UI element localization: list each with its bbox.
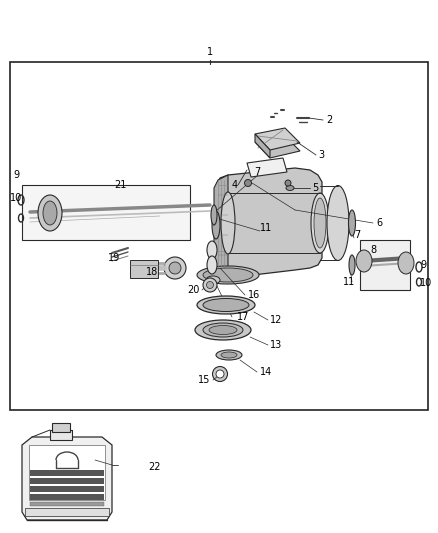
Text: 14: 14 bbox=[260, 367, 272, 377]
Ellipse shape bbox=[203, 298, 249, 311]
Ellipse shape bbox=[211, 205, 217, 225]
Ellipse shape bbox=[212, 211, 220, 239]
Polygon shape bbox=[214, 175, 228, 278]
Text: 2: 2 bbox=[326, 115, 332, 125]
Ellipse shape bbox=[197, 296, 255, 314]
Ellipse shape bbox=[207, 241, 217, 259]
Bar bbox=[360, 240, 410, 290]
Ellipse shape bbox=[314, 198, 326, 248]
Bar bbox=[30, 470, 104, 476]
Text: 6: 6 bbox=[376, 218, 382, 228]
Bar bbox=[29, 445, 105, 500]
Text: 10: 10 bbox=[10, 193, 22, 203]
Text: 9: 9 bbox=[420, 260, 426, 270]
Ellipse shape bbox=[221, 352, 237, 358]
Text: 3: 3 bbox=[318, 150, 324, 160]
Ellipse shape bbox=[216, 350, 242, 360]
Ellipse shape bbox=[286, 185, 294, 190]
Text: 22: 22 bbox=[148, 462, 160, 472]
Ellipse shape bbox=[356, 250, 372, 272]
Bar bbox=[30, 486, 104, 492]
Text: 16: 16 bbox=[248, 290, 260, 300]
Ellipse shape bbox=[398, 252, 414, 274]
Ellipse shape bbox=[349, 255, 355, 275]
Text: 10: 10 bbox=[420, 278, 432, 288]
Text: 4: 4 bbox=[232, 180, 238, 190]
Text: 11: 11 bbox=[343, 277, 355, 287]
Ellipse shape bbox=[311, 193, 329, 253]
Text: 7: 7 bbox=[354, 230, 360, 240]
Ellipse shape bbox=[197, 266, 259, 284]
Bar bbox=[10, 62, 428, 410]
Text: 12: 12 bbox=[270, 315, 283, 325]
Bar bbox=[52, 423, 70, 432]
Bar bbox=[50, 430, 72, 440]
Ellipse shape bbox=[43, 201, 57, 225]
Polygon shape bbox=[255, 134, 270, 158]
Ellipse shape bbox=[209, 326, 237, 335]
Ellipse shape bbox=[327, 185, 349, 261]
Ellipse shape bbox=[203, 278, 217, 292]
Bar bbox=[22, 185, 190, 240]
Ellipse shape bbox=[207, 256, 217, 274]
Bar bbox=[30, 502, 104, 506]
Bar bbox=[30, 494, 104, 500]
Text: 5: 5 bbox=[312, 183, 318, 193]
Bar bbox=[30, 478, 104, 484]
Text: 21: 21 bbox=[114, 180, 126, 190]
Text: 19: 19 bbox=[108, 253, 120, 263]
Ellipse shape bbox=[195, 320, 251, 340]
Text: 1: 1 bbox=[207, 47, 213, 57]
Ellipse shape bbox=[285, 180, 291, 186]
Ellipse shape bbox=[206, 281, 213, 288]
Polygon shape bbox=[255, 128, 300, 150]
Polygon shape bbox=[22, 437, 112, 520]
Polygon shape bbox=[217, 168, 322, 278]
Text: 17: 17 bbox=[237, 312, 249, 322]
Ellipse shape bbox=[38, 195, 62, 231]
Bar bbox=[130, 260, 158, 278]
Text: 9: 9 bbox=[13, 170, 19, 180]
Ellipse shape bbox=[169, 262, 181, 274]
Ellipse shape bbox=[349, 210, 356, 236]
Ellipse shape bbox=[244, 180, 251, 187]
Text: 18: 18 bbox=[146, 267, 158, 277]
Ellipse shape bbox=[203, 323, 243, 337]
Text: 15: 15 bbox=[198, 375, 210, 385]
Ellipse shape bbox=[203, 268, 253, 282]
Bar bbox=[25, 508, 109, 516]
Text: 20: 20 bbox=[187, 285, 200, 295]
Text: 13: 13 bbox=[270, 340, 282, 350]
Polygon shape bbox=[255, 136, 300, 158]
Text: 11: 11 bbox=[260, 223, 272, 233]
Text: 8: 8 bbox=[370, 245, 376, 255]
Ellipse shape bbox=[206, 276, 220, 284]
Ellipse shape bbox=[164, 257, 186, 279]
Ellipse shape bbox=[216, 370, 224, 378]
Ellipse shape bbox=[221, 192, 235, 254]
Polygon shape bbox=[247, 158, 287, 177]
Text: 7: 7 bbox=[254, 167, 260, 177]
Ellipse shape bbox=[212, 367, 227, 382]
